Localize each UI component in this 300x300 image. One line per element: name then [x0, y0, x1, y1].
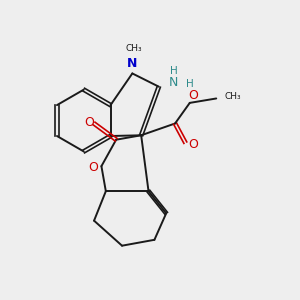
Text: N: N	[169, 76, 178, 89]
Text: N: N	[127, 57, 137, 70]
Text: CH₃: CH₃	[224, 92, 241, 101]
Text: O: O	[84, 116, 94, 128]
Text: H: H	[186, 79, 194, 89]
Text: O: O	[188, 89, 198, 102]
Text: O: O	[88, 161, 98, 174]
Text: CH₃: CH₃	[125, 44, 142, 53]
Text: H: H	[170, 66, 177, 76]
Text: O: O	[189, 138, 199, 151]
